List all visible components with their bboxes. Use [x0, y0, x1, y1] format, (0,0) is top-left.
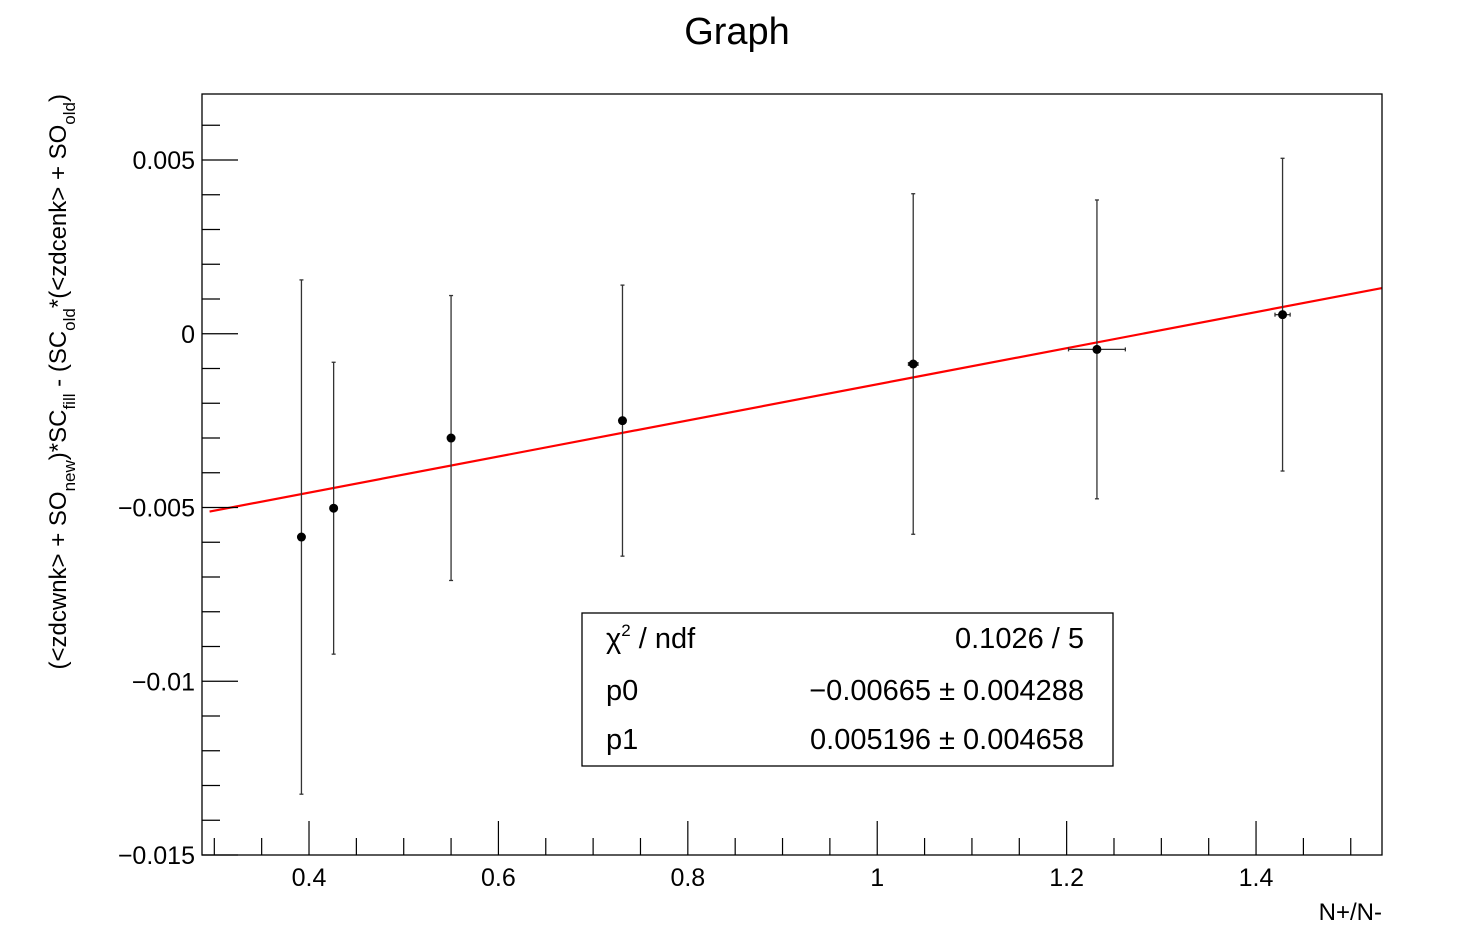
data-point: [296, 279, 306, 795]
stats-value-p0: −0.00665 ± 0.004288: [809, 675, 1084, 707]
x-tick-label: 0.8: [670, 864, 705, 892]
y-axis-title-part: )*SC: [45, 410, 72, 461]
y-tick-label: 0.005: [132, 147, 195, 175]
y-tick-label: −0.015: [118, 842, 195, 870]
y-axis-title-subscript: new: [60, 459, 79, 491]
stats-label-p0: p0: [606, 675, 638, 707]
y-axis: 0.005 0 −0.005 −0.01 −0.015: [118, 124, 238, 870]
data-point: [446, 294, 456, 582]
y-axis-title-part: - (SC: [45, 331, 72, 394]
data-point: [1274, 157, 1291, 472]
y-axis-title-subscript: old: [60, 308, 79, 331]
data-point: [617, 284, 627, 557]
x-tick-label: 1.2: [1049, 864, 1084, 892]
y-tick-label: −0.005: [118, 495, 195, 523]
stats-box-frame: [581, 612, 1114, 767]
x-tick-label: 1: [870, 864, 884, 892]
data-point: [329, 361, 339, 655]
y-axis-title-part: *(<zdcenk> + SO: [45, 125, 72, 308]
x-axis: 0.4 0.6 0.8 1 1.2 1.4: [213, 821, 1352, 892]
fit-stats-box: χ2 / ndf 0.1026 / 5 p0 −0.00665 ± 0.0042…: [581, 612, 1114, 767]
x-tick-label: 1.4: [1239, 864, 1274, 892]
y-axis-title-part: ): [45, 94, 72, 102]
x-axis-title: N+/N-: [1319, 899, 1382, 926]
y-tick-label: −0.01: [132, 668, 195, 696]
point-marker: [908, 359, 918, 369]
data-point: [1067, 199, 1126, 500]
data-points-layer: [296, 157, 1291, 795]
point-marker: [296, 532, 306, 542]
stats-label-p1: p1: [606, 724, 638, 756]
data-point: [907, 193, 919, 535]
stats-value-p1: 0.005196 ± 0.004658: [810, 724, 1084, 756]
x-tick-label: 0.4: [292, 864, 327, 892]
y-axis-title-subscript: fill: [60, 393, 79, 409]
stats-value-chi2: 0.1026 / 5: [955, 623, 1084, 655]
point-marker: [1278, 310, 1288, 320]
fit-line: [209, 286, 1383, 513]
chart-title: Graph: [684, 11, 790, 53]
y-tick-label: 0: [181, 321, 195, 349]
point-marker: [1092, 344, 1102, 354]
point-marker: [329, 503, 339, 513]
point-marker: [617, 416, 627, 426]
point-marker: [446, 433, 456, 443]
y-axis-title: (<zdcwnk> + SOnew)*SCfill - (SCold*(<zdc…: [45, 94, 79, 669]
fit-line-layer: [209, 286, 1383, 513]
plot-frame: [201, 93, 1383, 856]
stats-label-chi2: χ2 / ndf: [606, 621, 696, 655]
y-axis-title-subscript: old: [60, 102, 79, 125]
y-axis-title-part: (<zdcwnk> + SO: [45, 491, 72, 669]
x-tick-label: 0.6: [481, 864, 516, 892]
